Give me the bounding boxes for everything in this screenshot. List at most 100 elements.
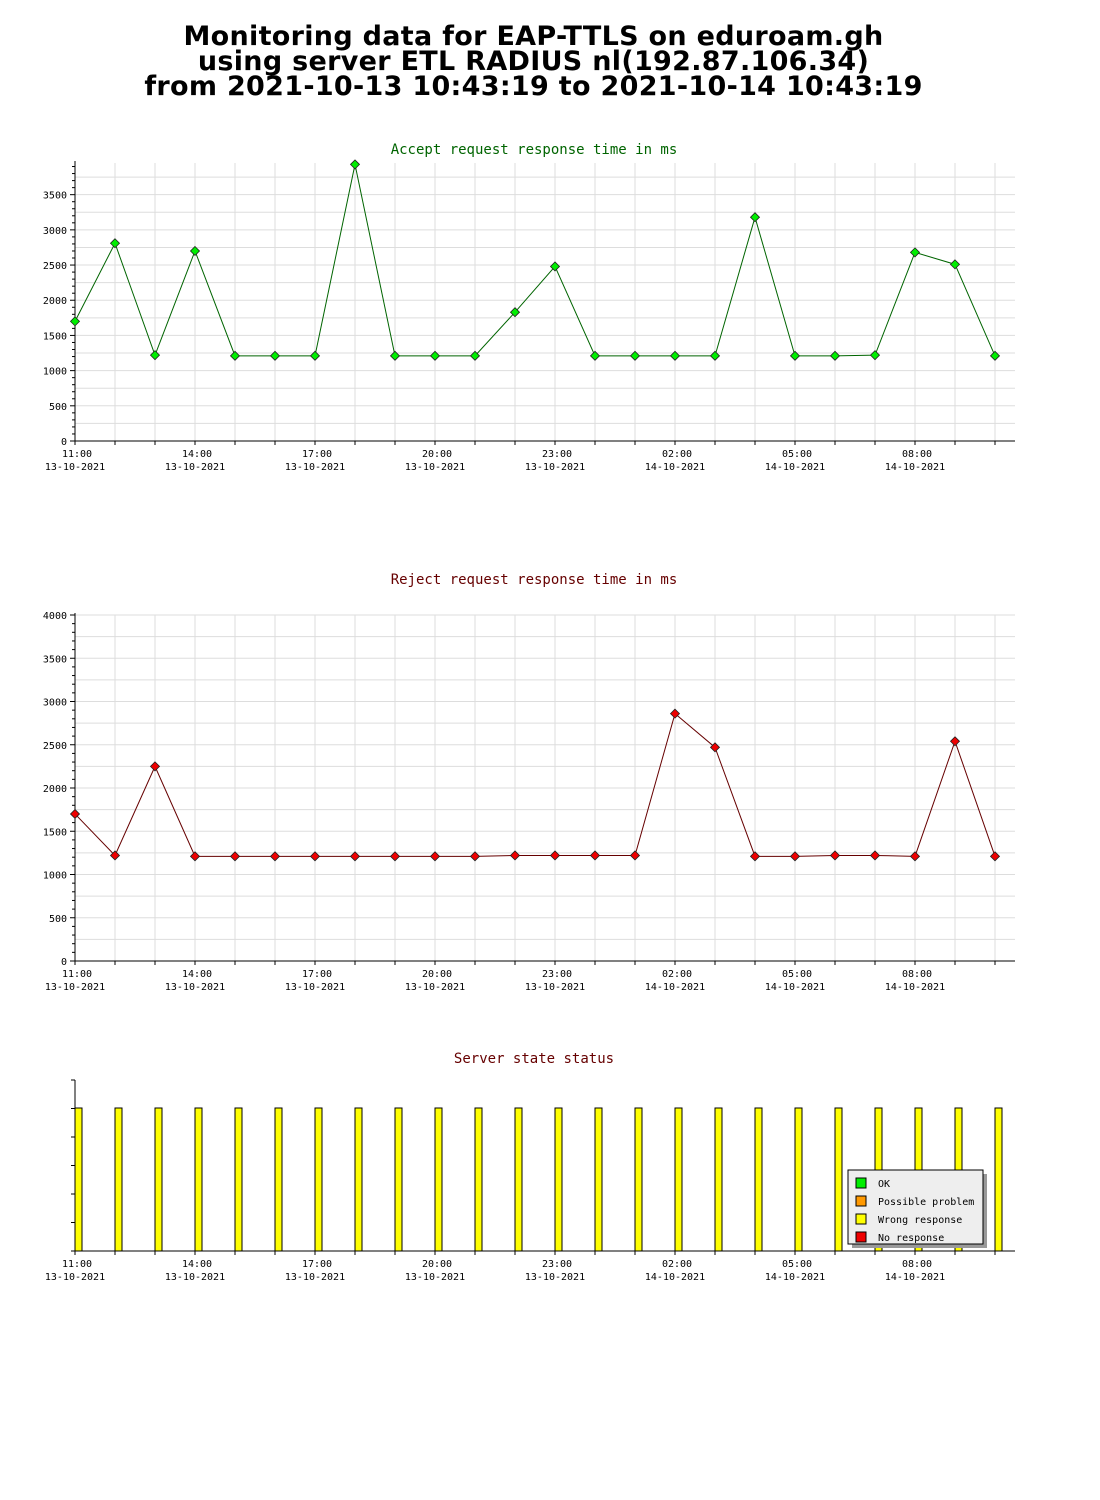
y-tick-label: 1000: [43, 367, 67, 378]
page-title: Monitoring data for EAP-TTLS on eduroam.…: [0, 21, 1067, 102]
status-bar: [754, 1107, 763, 1252]
accept-response-chart: Accept request response time in ms 0 500 10…: [43, 142, 1015, 473]
data-point: [269, 350, 281, 361]
status-bar: [274, 1107, 283, 1252]
server-state-chart: Server state status 11:00 13-10-2021 14:00 1…: [45, 1051, 1015, 1283]
legend-box: [847, 1169, 984, 1245]
y-tick-label: 2500: [43, 741, 67, 752]
data-point: [749, 212, 761, 223]
data-point: [109, 850, 121, 861]
x-tick-date-label: 13-10-2021: [165, 462, 225, 473]
data-point: [389, 851, 401, 862]
x-tick-time-label: 17:00: [302, 1259, 332, 1270]
data-point: [989, 350, 1001, 361]
title-line-1: Monitoring data for EAP-TTLS on eduroam.…: [183, 21, 884, 52]
y-tick-label: 2000: [43, 296, 67, 307]
data-point: [229, 350, 241, 361]
x-tick-time-label: 14:00: [182, 449, 212, 460]
status-bar: [794, 1107, 803, 1252]
y-tick-label: 500: [49, 402, 67, 413]
chart-title: Reject request response time in ms: [391, 572, 678, 588]
data-point: [829, 350, 841, 361]
x-tick-date-label: 14-10-2021: [645, 1272, 705, 1283]
data-point: [469, 350, 481, 361]
x-tick-date-label: 13-10-2021: [285, 1272, 345, 1283]
status-bar: [354, 1107, 363, 1252]
status-bar: [474, 1107, 483, 1252]
data-point: [909, 851, 921, 862]
data-point: [509, 307, 521, 318]
x-tick-date-label: 14-10-2021: [765, 1272, 825, 1283]
x-tick-date-label: 13-10-2021: [525, 982, 585, 993]
x-tick-time-label: 14:00: [182, 969, 212, 980]
y-tick-label: 3000: [43, 698, 67, 709]
data-point: [429, 851, 441, 862]
x-tick-time-label: 11:00: [62, 449, 92, 460]
series-line: [74, 164, 996, 357]
x-tick-date-label: 13-10-2021: [45, 982, 105, 993]
data-point: [869, 350, 881, 361]
x-tick-time-label: 11:00: [62, 1259, 92, 1270]
data-point: [709, 350, 721, 361]
x-tick-date-label: 13-10-2021: [405, 1272, 465, 1283]
data-point: [309, 851, 321, 862]
data-point: [229, 851, 241, 862]
y-tick-label: 3500: [43, 654, 67, 665]
status-bar: [674, 1107, 683, 1252]
status-bar: [554, 1107, 563, 1252]
title-line-3: from 2021-10-13 10:43:19 to 2021-10-14 1…: [144, 71, 923, 102]
data-point: [989, 851, 1001, 862]
data-point: [949, 736, 961, 747]
data-point: [909, 247, 921, 258]
data-point: [589, 850, 601, 861]
data-point: [949, 259, 961, 270]
data-point: [589, 350, 601, 361]
data-point: [69, 316, 81, 327]
status-bar: [154, 1107, 163, 1252]
x-tick-time-label: 17:00: [302, 449, 332, 460]
x-tick-time-label: 08:00: [902, 1259, 932, 1270]
legend-swatch: [855, 1213, 867, 1225]
x-tick-date-label: 14-10-2021: [645, 462, 705, 473]
y-tick-label: 1500: [43, 827, 67, 838]
x-tick-time-label: 05:00: [782, 969, 812, 980]
data-point: [869, 850, 881, 861]
x-tick-time-label: 02:00: [662, 969, 692, 980]
x-tick-time-label: 02:00: [662, 449, 692, 460]
data-point: [309, 350, 321, 361]
data-point: [669, 708, 681, 719]
status-bar: [994, 1107, 1003, 1252]
x-tick-date-label: 13-10-2021: [525, 1272, 585, 1283]
y-tick-label: 4000: [43, 611, 67, 622]
legend-label: OK: [878, 1179, 890, 1190]
data-point: [789, 851, 801, 862]
x-tick-date-label: 13-10-2021: [405, 982, 465, 993]
data-point: [189, 245, 201, 257]
data-point: [149, 761, 161, 772]
x-tick-time-label: 20:00: [422, 449, 452, 460]
legend-label: No response: [878, 1233, 944, 1244]
status-bar: [394, 1107, 403, 1252]
x-tick-date-label: 14-10-2021: [885, 462, 945, 473]
title-line-2: using server ETL RADIUS nl(192.87.106.34…: [197, 46, 870, 77]
data-point: [389, 350, 401, 361]
y-tick-label: 500: [49, 914, 67, 925]
data-point: [429, 350, 441, 361]
y-tick-label: 0: [61, 957, 67, 968]
status-bar: [834, 1107, 843, 1252]
x-tick-date-label: 13-10-2021: [45, 1272, 105, 1283]
x-tick-date-label: 13-10-2021: [165, 982, 225, 993]
x-tick-time-label: 17:00: [302, 969, 332, 980]
data-point: [189, 851, 201, 862]
series-line: [74, 712, 996, 857]
data-point: [149, 350, 161, 361]
x-tick-time-label: 23:00: [542, 449, 572, 460]
status-bar: [714, 1107, 723, 1252]
x-tick-time-label: 23:00: [542, 1259, 572, 1270]
status-bar: [634, 1107, 643, 1252]
x-tick-date-label: 14-10-2021: [765, 982, 825, 993]
data-point: [349, 159, 361, 170]
y-tick-label: 1000: [43, 871, 67, 882]
x-tick-date-label: 14-10-2021: [765, 462, 825, 473]
data-point: [469, 851, 481, 862]
